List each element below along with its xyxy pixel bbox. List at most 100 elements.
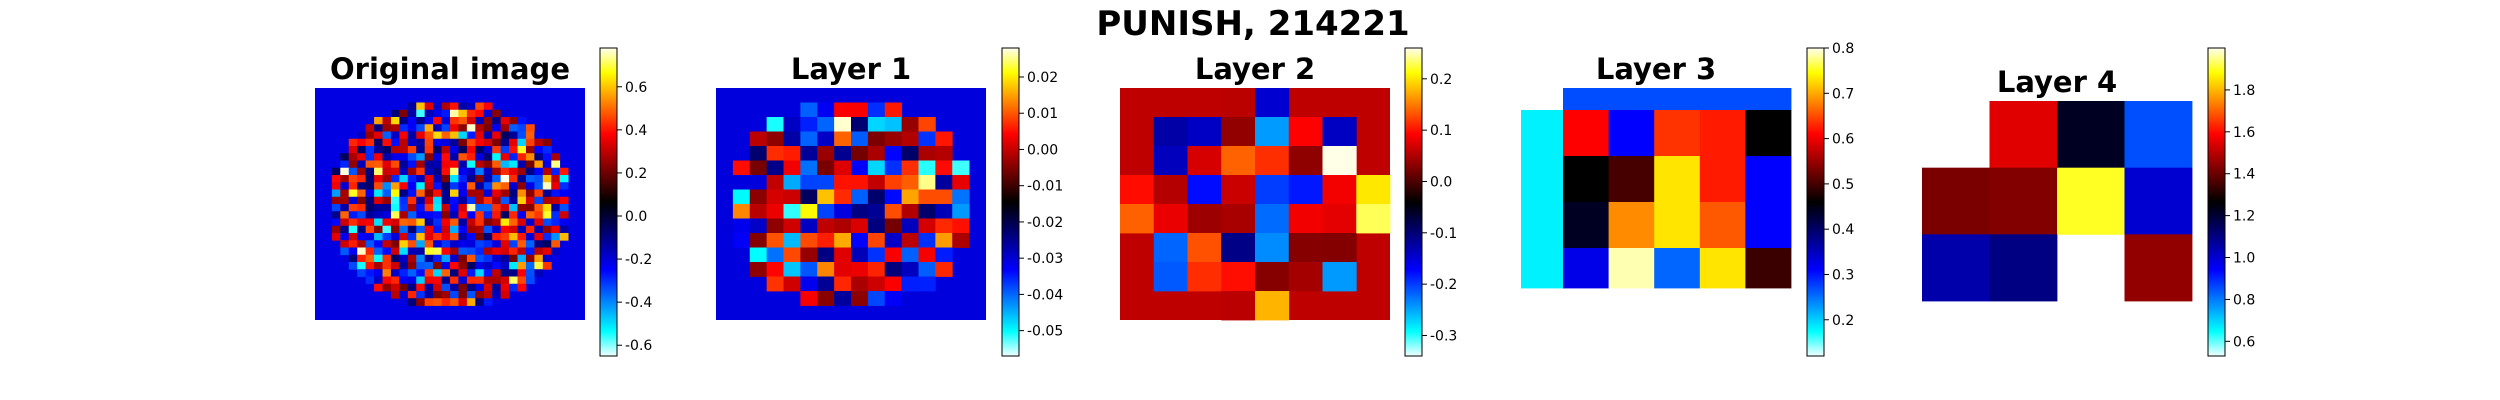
heatmap-cell <box>817 204 835 219</box>
heatmap-cell <box>340 160 350 169</box>
heatmap-cell <box>348 196 358 205</box>
heatmap-cell <box>851 276 869 292</box>
heatmap-cell <box>1563 156 1609 203</box>
heatmap-cell <box>416 160 426 169</box>
heatmap-cell <box>475 131 485 140</box>
heatmap-cell <box>1221 262 1256 292</box>
heatmap-cell <box>416 218 426 227</box>
heatmap-cell <box>817 117 835 132</box>
heatmap-cell <box>783 233 801 248</box>
heatmap-cell <box>365 247 375 256</box>
heatmap-cell <box>382 175 392 183</box>
heatmap-cell <box>534 218 544 227</box>
heatmap-cell <box>441 167 451 176</box>
heatmap-cell <box>466 109 476 118</box>
heatmap-cell <box>1322 175 1357 205</box>
heatmap-cell <box>390 262 400 270</box>
heatmap-cell <box>500 124 510 132</box>
colorbar-tick-label: 0.8 <box>1832 41 1854 57</box>
heatmap-cell <box>441 291 451 299</box>
heatmap-cell <box>918 117 936 132</box>
heatmap-cell <box>517 189 527 198</box>
heatmap-cell <box>399 204 409 212</box>
heatmap-cell <box>935 160 953 176</box>
heatmap-cell <box>901 117 919 132</box>
heatmap-cell <box>1745 88 1792 111</box>
chart-panel-4: Layer 3 0.2 0.3 0.4 0.5 0.6 0.7 0.8 <box>1521 41 1854 357</box>
heatmap-cell <box>441 175 451 183</box>
heatmap-cell <box>374 160 383 169</box>
heatmap-cell <box>407 262 417 270</box>
heatmap-cell <box>749 146 768 161</box>
heatmap-cell <box>783 160 801 176</box>
heatmap-cell <box>1989 101 2058 169</box>
heatmap-cell <box>766 218 784 234</box>
heatmap-cell <box>1153 117 1188 147</box>
heatmap-cell <box>390 254 400 263</box>
heatmap-cell <box>542 211 552 219</box>
heatmap-cell <box>559 225 569 234</box>
heatmap-cell <box>458 298 468 306</box>
heatmap-cell <box>766 160 784 176</box>
chart-panel-5: Layer 4 0.6 0.8 1.0 1.2 1.4 1.6 1.8 <box>1922 47 2255 357</box>
heatmap-cell <box>732 218 751 234</box>
heatmap-cell <box>1255 88 1290 118</box>
heatmap-cell <box>817 247 835 263</box>
heatmap-cell <box>382 225 392 234</box>
heatmap-cell <box>1255 291 1290 321</box>
heatmap-cell <box>1221 233 1256 263</box>
heatmap-cell <box>365 124 375 132</box>
heatmap-cell <box>458 204 468 212</box>
heatmap-cell <box>517 283 527 292</box>
heatmap-cell <box>407 189 417 198</box>
heatmap-cell <box>800 291 818 306</box>
heatmap-cell <box>407 131 417 140</box>
heatmap-cell <box>483 138 493 147</box>
heatmap-cell <box>340 196 350 205</box>
heatmap-cell <box>1221 291 1256 321</box>
heatmap-cell <box>935 204 953 219</box>
heatmap-cell <box>441 117 451 125</box>
colorbar-tick-label: -0.1 <box>1430 226 1457 242</box>
heatmap-cell <box>374 262 383 270</box>
heatmap-cell <box>500 189 510 198</box>
heatmap-cell <box>348 189 358 198</box>
heatmap-cell <box>340 218 350 227</box>
heatmap-cell <box>1255 204 1290 234</box>
colorbar-tick-label: 0.01 <box>1027 106 1058 122</box>
heatmap-cell <box>901 146 919 161</box>
heatmap-cell <box>475 189 485 198</box>
heatmap-cell <box>450 240 459 248</box>
heatmap-cell <box>783 117 801 132</box>
heatmap-cell <box>525 240 535 248</box>
heatmap-cell <box>450 153 459 161</box>
heatmap-cell <box>407 182 417 190</box>
heatmap-cell <box>749 262 768 277</box>
heatmap-cell <box>918 247 936 263</box>
heatmap-cell <box>466 218 476 227</box>
heatmap-cell <box>348 233 358 241</box>
heatmap-cell <box>424 109 434 118</box>
heatmap-cell <box>483 283 493 292</box>
heatmap-cell <box>416 182 426 190</box>
heatmap-cell <box>416 291 426 299</box>
heatmap-cell <box>390 117 400 125</box>
heatmap-cell <box>551 233 561 241</box>
heatmap-cell <box>766 276 784 292</box>
heatmap-cell <box>357 189 367 198</box>
heatmap-cell <box>433 102 442 111</box>
heatmap-cell <box>357 153 367 161</box>
heatmap-cell <box>483 131 493 140</box>
heatmap-cell <box>458 218 468 227</box>
colorbar-frame <box>1806 47 1825 357</box>
heatmap-cell <box>935 131 953 147</box>
heatmap-cell <box>901 189 919 205</box>
heatmap-cell <box>517 124 527 132</box>
heatmap-cell <box>399 240 409 248</box>
heatmap-cell <box>450 131 459 140</box>
heatmap-cell <box>509 225 518 234</box>
heatmap-cell <box>509 240 518 248</box>
heatmap-cell <box>483 146 493 154</box>
heatmap-cell <box>390 153 400 161</box>
heatmap-cell <box>1699 156 1746 203</box>
